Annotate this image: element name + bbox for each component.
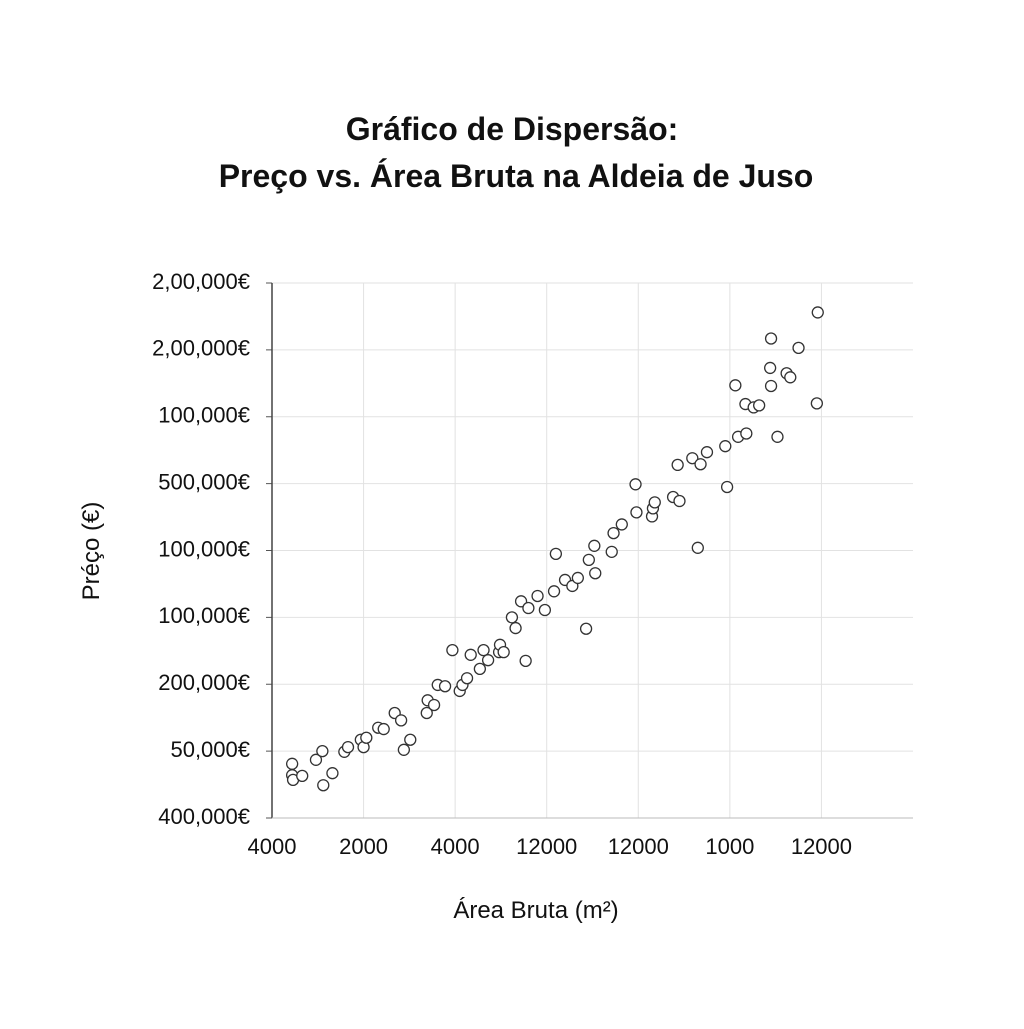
y-tick-label: 2,00,000€ <box>152 269 250 294</box>
point <box>420 706 433 720</box>
y-tick-label: 50,000€ <box>170 737 250 762</box>
point <box>446 643 459 657</box>
point <box>615 518 628 531</box>
point <box>326 767 339 780</box>
point <box>497 646 510 659</box>
y-tick-label: 500,000€ <box>158 469 250 494</box>
x-tick-label: 12000 <box>516 834 577 859</box>
y-tick-label: 100,000€ <box>158 603 250 628</box>
x-tick-label: 12000 <box>608 834 669 859</box>
point <box>700 446 714 459</box>
point <box>719 440 732 453</box>
point <box>582 553 595 567</box>
point <box>464 648 477 661</box>
point <box>481 654 495 667</box>
point <box>607 526 620 540</box>
y-tick-label: 2,00,000€ <box>152 336 250 361</box>
point <box>686 452 699 465</box>
point <box>753 399 766 412</box>
point <box>588 539 601 552</box>
x-tick-label: 4000 <box>248 834 297 859</box>
point <box>317 779 330 792</box>
chart-title: Preço vs. Área Bruta na Aldeia de Juso <box>219 158 814 194</box>
point <box>296 769 309 783</box>
x-axis-label: Área Bruta (m²) <box>453 897 618 924</box>
point <box>763 361 777 375</box>
point <box>720 480 734 494</box>
point <box>531 589 544 603</box>
point <box>691 541 704 554</box>
point <box>729 379 742 392</box>
y-tick-label: 200,000€ <box>158 670 250 695</box>
x-tick-label: 4000 <box>431 834 480 859</box>
point <box>341 740 355 754</box>
point <box>579 622 593 635</box>
point <box>309 753 323 766</box>
point <box>522 601 535 615</box>
point <box>740 427 753 440</box>
point <box>505 611 519 624</box>
point <box>477 643 490 657</box>
y-tick-label: 100,000€ <box>158 403 250 428</box>
point <box>648 496 661 509</box>
point <box>509 621 522 635</box>
point <box>538 603 552 617</box>
point <box>404 733 417 746</box>
point <box>792 341 805 355</box>
point <box>460 672 474 685</box>
point <box>316 744 329 758</box>
point <box>377 722 390 736</box>
point <box>285 757 299 770</box>
point <box>427 698 441 712</box>
point <box>589 567 602 580</box>
point <box>605 545 618 558</box>
point <box>360 731 373 744</box>
point <box>571 571 584 585</box>
point <box>673 494 686 508</box>
x-tick-label: 1000 <box>705 834 754 859</box>
point <box>694 458 707 471</box>
point <box>473 662 487 676</box>
point <box>810 397 823 410</box>
point <box>764 332 778 345</box>
y-axis-label: Préço (€) <box>78 502 105 601</box>
y-tick-label: 100,000€ <box>158 536 250 561</box>
x-tick-label: 12000 <box>791 834 852 859</box>
y-tick-label: 400,000€ <box>158 804 250 829</box>
point <box>630 506 643 519</box>
point <box>519 654 532 667</box>
point <box>629 478 642 491</box>
point <box>397 743 411 756</box>
point <box>784 371 797 384</box>
point <box>764 379 778 393</box>
x-tick-label: 2000 <box>339 834 388 859</box>
point <box>771 430 784 443</box>
point <box>671 458 684 472</box>
point <box>549 547 563 560</box>
point <box>438 680 452 693</box>
chart-title: Gráfico de Dispersão: <box>346 111 679 147</box>
point <box>547 585 561 598</box>
point <box>811 306 824 319</box>
point <box>394 714 408 727</box>
